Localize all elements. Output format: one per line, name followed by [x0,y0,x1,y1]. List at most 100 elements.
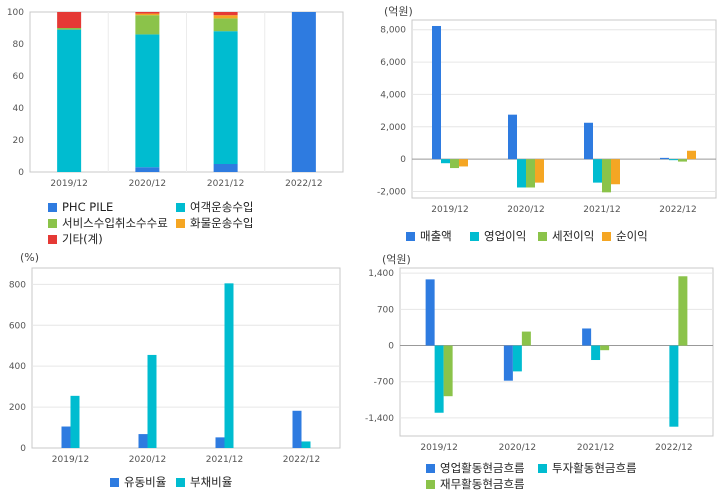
x-tick-label: 2019/12 [431,205,468,215]
legend-item: 유동비율 [110,474,166,490]
y-tick-label: 0 [20,444,26,454]
panel-cashflow: (억원) -1,400 -700 0 700 1,400 2019/12 2020/12 20… [360,248,720,496]
bar [517,159,526,188]
legend-swatch [538,464,547,473]
bar [432,25,441,160]
legend-swatch [426,480,435,489]
bar [459,159,468,167]
bar [526,159,535,188]
legend-item: 영업활동현금흐름 [426,460,525,476]
bar [434,345,444,413]
bar [678,276,688,346]
y-tick-label: 40 [13,104,25,114]
legend-swatch [406,232,415,241]
y-tick-label: -1,400 [365,414,394,424]
x-tick-label: 2022/12 [283,455,320,465]
y-tick-label: 800 [9,280,26,290]
bar [503,345,513,381]
bar-segment [135,15,160,35]
y-tick-label: 80 [13,40,25,50]
legend-item: 여객운송수입 [176,199,253,215]
legend-item: 화물운송수입 [176,215,253,231]
ratios-chart: 0 200 400 600 800 2019/12 2020/12 2021/12 2022/1… [9,267,341,465]
x-tick-label: 2022/12 [655,443,692,453]
bar [450,159,459,169]
legend-label: 영업활동현금흐름 [440,461,525,475]
legend-item: 투자활동현금흐름 [538,460,637,476]
x-tick-label: 2020/12 [129,179,166,189]
bar [687,150,696,160]
legend-item: 기타(계) [48,231,103,247]
legend-swatch [538,232,547,241]
bar-segment [57,12,82,28]
legend-label: 영업이익 [484,229,527,243]
legend-item: 세전이익 [538,228,594,244]
bar [669,159,678,161]
legend-swatch [176,478,185,487]
bar [441,159,450,164]
y-tick-label: 20 [13,136,25,146]
x-tick-label: 2021/12 [583,205,620,215]
bar [215,437,225,448]
y-tick-label: 400 [9,362,26,372]
bar [138,434,148,448]
legend-item: PHC PILE [48,199,113,215]
legend-item: 순이익 [602,228,648,244]
income-unit-label: (억원) [384,5,413,18]
bar [147,354,157,448]
bar-segment [135,13,160,16]
x-tick-label: 2020/12 [129,455,166,465]
y-tick-label: 8,000 [380,26,406,36]
bar [508,114,517,160]
x-tick-label: 2020/12 [499,443,536,453]
legend-label: PHC PILE [62,200,114,214]
y-tick-label: 1,400 [368,269,394,279]
panel-revenue-mix: 0 20 40 60 80 100 2019/12 2020/12 2021/12 2022/12… [0,0,360,248]
legend-label: 화물운송수입 [190,216,254,230]
legend-swatch [426,464,435,473]
bar [512,345,522,372]
legend-swatch [176,219,185,228]
bar [61,426,71,448]
legend-label: 재무활동현금흐름 [440,477,525,491]
legend-label: 투자활동현금흐름 [552,461,637,475]
x-tick-label: 2021/12 [577,443,614,453]
cashflow-unit-label: (억원) [382,253,411,266]
bar [224,283,234,448]
income-legend: 매출액 영업이익 세전이익 순이익 [406,228,716,246]
bar [669,345,679,427]
legend-item: 매출액 [406,228,452,244]
y-tick-label: 60 [13,72,25,82]
bar-segment [213,18,238,32]
legend-label: 기타(계) [62,232,103,246]
revenue-mix-chart: 0 20 40 60 80 100 2019/12 2020/12 2021/12 2022/12 [7,8,344,189]
x-tick-label: 2021/12 [207,179,244,189]
bar-segment [135,167,160,172]
plot-area [411,19,717,199]
bar-segment [213,31,238,165]
bar [292,410,302,448]
bar [443,345,453,397]
y-tick-label: 0 [388,342,394,352]
ratios-unit-label: (%) [20,251,40,264]
bar [70,395,80,448]
bar [584,122,593,160]
bar-segment [291,12,316,172]
legend-label: 순이익 [616,229,648,243]
y-tick-label: 700 [377,305,394,315]
bar [535,159,544,183]
bar [611,159,620,185]
legend-item: 서비스수입취소수수료 [48,215,168,231]
y-tick-label: 0 [400,155,406,165]
bar [521,331,531,346]
plot-area [31,267,341,449]
bar [301,441,311,448]
bar-segment [213,164,238,172]
bar [591,345,601,361]
legend-swatch [176,203,185,212]
x-tick-label: 2019/12 [52,455,89,465]
y-tick-label: 100 [7,8,24,18]
y-tick-label: 6,000 [380,58,406,68]
